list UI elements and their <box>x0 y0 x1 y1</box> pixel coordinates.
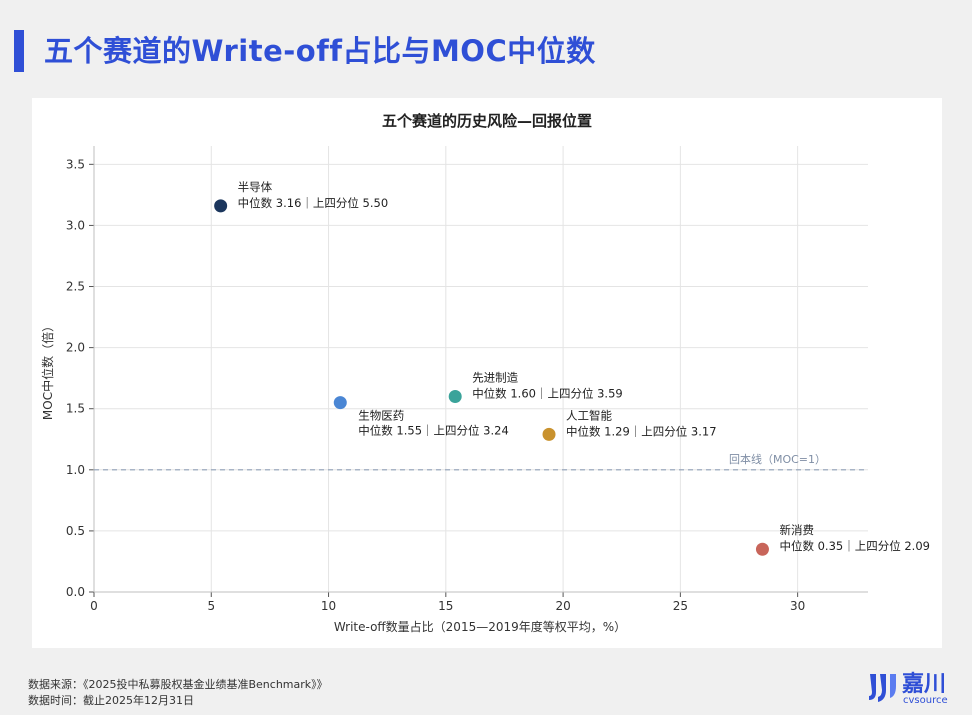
x-tick-label: 5 <box>207 599 215 613</box>
point-name-label: 半导体 <box>238 180 273 194</box>
y-tick-label: 1.5 <box>66 402 85 416</box>
point-name-label: 生物医药 <box>358 409 404 423</box>
x-axis-label: Write-off数量占比（2015—2019年度等权平均，%） <box>334 619 626 634</box>
x-tick-label: 30 <box>790 599 805 613</box>
point-name-label: 人工智能 <box>566 408 612 422</box>
point-detail-label: 中位数 0.35｜上四分位 2.09 <box>779 539 930 553</box>
reference-line-group: 回本线（MOC=1） <box>94 452 868 471</box>
logo-brand-cn: 嘉川 <box>902 672 946 697</box>
y-axis-label: MOC中位数（倍） <box>40 320 55 420</box>
point-detail-label: 中位数 1.60｜上四分位 3.59 <box>472 386 623 400</box>
grid-lines <box>93 146 868 593</box>
scatter-point <box>333 396 347 410</box>
y-tick-label: 3.0 <box>66 218 85 232</box>
x-tick-label: 0 <box>90 599 98 613</box>
scatter-point <box>542 427 556 441</box>
title-accent-bar <box>14 30 24 72</box>
point-detail-label: 中位数 1.29｜上四分位 3.17 <box>566 424 717 438</box>
x-tick-label: 10 <box>321 599 336 613</box>
x-tick-label: 20 <box>555 599 570 613</box>
y-tick-label: 0.0 <box>66 585 85 599</box>
cvsource-logo: 嘉川 cvsource <box>866 666 962 706</box>
axes: 0 5 10 15 20 25 30 0.0 0.5 1.0 1.5 2.0 2.5 3.0 3.5 <box>66 146 868 613</box>
footer-source: 数据来源：《2025投中私募股权基金业绩基准Benchmark》》 <box>28 678 328 691</box>
x-tick-label: 25 <box>673 599 688 613</box>
chart-title: 五个赛道的历史风险—回报位置 <box>382 112 592 130</box>
cvsource-logo-icon: 嘉川 cvsource <box>869 672 948 706</box>
y-tick-label: 2.0 <box>66 341 85 355</box>
scatter-point <box>214 199 228 213</box>
scatter-point <box>755 542 769 556</box>
y-tick-label: 2.5 <box>66 280 85 294</box>
footer-time: 数据时间：截止2025年12月31日 <box>28 694 194 707</box>
chart-card: 五个赛道的历史风险—回报位置 0 5 10 15 20 25 30 0.0 0.5 1.0 1.5 2… <box>32 98 942 648</box>
page-title: 五个赛道的Write-off占比与MOC中位数 <box>44 34 596 68</box>
x-tick-label: 15 <box>438 599 453 613</box>
y-tick-label: 1.0 <box>66 463 85 477</box>
scatter-point <box>448 389 462 403</box>
point-detail-label: 中位数 1.55｜上四分位 3.24 <box>358 424 509 438</box>
scatter-chart: 五个赛道的历史风险—回报位置 0 5 10 15 20 25 30 0.0 0.5 1.0 1.5 2… <box>40 112 930 634</box>
point-detail-label: 中位数 3.16｜上四分位 5.50 <box>238 196 389 210</box>
point-name-label: 新消费 <box>779 523 814 537</box>
point-name-label: 先进制造 <box>472 370 518 384</box>
logo-brand-en: cvsource <box>903 695 948 706</box>
reference-line-label: 回本线（MOC=1） <box>729 452 826 466</box>
y-tick-label: 3.5 <box>66 157 85 171</box>
y-tick-label: 0.5 <box>66 524 85 538</box>
